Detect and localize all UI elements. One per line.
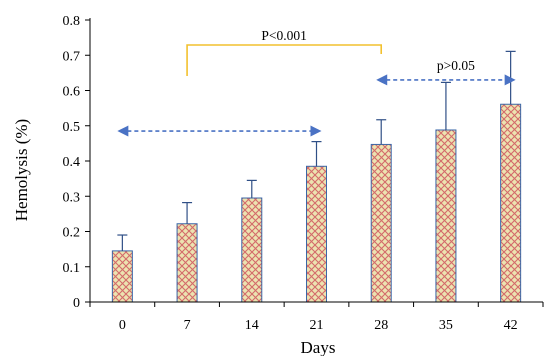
y-axis-title: Hemolysis (%) — [12, 119, 31, 221]
arrow-label-2: p>0.05 — [437, 58, 475, 73]
arrow-head-right-1 — [310, 125, 322, 137]
significance-bracket — [186, 44, 383, 76]
y-tick-label-0.5: 0.5 — [63, 120, 81, 135]
x-tick-label-14: 14 — [245, 318, 259, 333]
x-tick-label-35: 35 — [439, 318, 453, 333]
bar-day-7 — [176, 223, 198, 303]
x-tick-label-7: 7 — [184, 318, 191, 333]
y-tick-label-0.1: 0.1 — [63, 261, 81, 276]
bar-day-42 — [500, 103, 522, 303]
y-tick-label-0.3: 0.3 — [63, 190, 81, 205]
y-tick-label-0.6: 0.6 — [63, 85, 81, 100]
y-tick-label-0.8: 0.8 — [63, 14, 81, 29]
x-tick-label-28: 28 — [374, 318, 388, 333]
bar-day-28 — [370, 143, 392, 303]
y-tick-label-0.4: 0.4 — [63, 155, 81, 170]
x-axis-title: Days — [301, 338, 336, 356]
significance-label: P<0.001 — [261, 28, 307, 43]
y-tick-label-0: 0 — [73, 296, 80, 311]
x-tick-label-42: 42 — [504, 318, 518, 333]
arrow-head-left-1 — [117, 125, 129, 137]
x-tick-label-21: 21 — [310, 318, 324, 333]
bar-day-14 — [241, 197, 263, 303]
bar-day-0 — [111, 250, 133, 303]
arrow-head-right-2 — [504, 74, 516, 86]
arrow-head-left-2 — [376, 74, 388, 86]
x-tick-label-0: 0 — [119, 318, 126, 333]
bar-day-21 — [306, 165, 327, 303]
y-tick-label-0.7: 0.7 — [63, 49, 81, 64]
bar-day-35 — [435, 129, 457, 303]
y-tick-label-0.2: 0.2 — [63, 226, 81, 241]
